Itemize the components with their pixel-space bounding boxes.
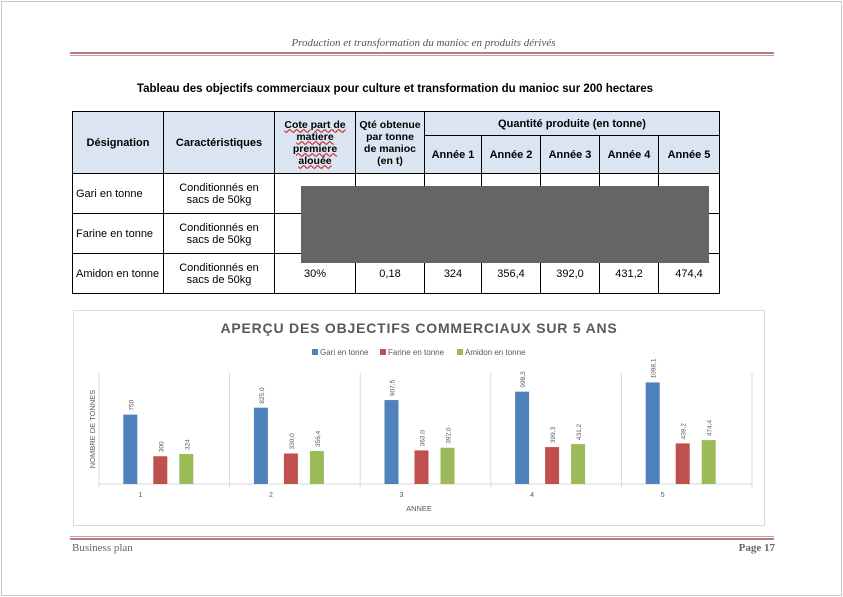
bar-data-label: 324 (184, 439, 191, 450)
redaction-block (301, 186, 709, 263)
row-designation: Gari en tonne (72, 173, 164, 214)
footer-left: Business plan (72, 542, 133, 554)
bar (545, 447, 560, 484)
y-axis-label: NOMBRE DE TONNES (88, 390, 97, 469)
row-designation: Farine en tonne (72, 213, 164, 254)
bar (701, 440, 716, 484)
chart-legend: Gari en tonne Farine en tonne Amidon en to… (312, 348, 526, 357)
bar (440, 447, 455, 484)
header-title: Production et transformation du manioc e… (291, 37, 556, 49)
col-annee-4: Année 4 (599, 135, 659, 174)
chart-container: APERÇU DES OBJECTIFS COMMERCIAUX SUR 5 A… (73, 310, 765, 526)
col-caracteristiques: Caractéristiques (163, 111, 275, 174)
legend-swatch (380, 349, 386, 355)
bar-data-label: 330,0 (289, 433, 296, 450)
col-annee-5: Année 5 (658, 135, 720, 174)
bar-data-label: 825,0 (259, 387, 266, 404)
row-caracteristiques: Conditionnés en sacs de 50kg (163, 173, 275, 214)
legend-swatch (457, 349, 463, 355)
legend-label: Farine en tonne (388, 348, 445, 357)
bar-data-label: 392,0 (446, 427, 453, 444)
bar-chart: APERÇU DES OBJECTIFS COMMERCIAUX SUR 5 A… (88, 320, 753, 513)
col-cote: Cote part de matiere premiere alouée (274, 111, 356, 174)
bar-data-label: 300 (158, 441, 165, 452)
row-caracteristiques: Conditionnés en sacs de 50kg (163, 213, 275, 254)
legend-swatch (312, 349, 318, 355)
row-designation: Amidon en tonne (72, 253, 164, 294)
x-tick-label: 4 (530, 492, 534, 499)
bar-data-label: 363,0 (420, 430, 427, 447)
bar (571, 444, 586, 484)
bar (384, 400, 399, 484)
bar (309, 451, 324, 484)
header-rule (70, 52, 774, 56)
bar-data-label: 431,2 (576, 423, 583, 440)
bar-data-label: 750 (128, 399, 135, 410)
bar (283, 453, 298, 484)
bar-data-label: 474,4 (707, 419, 714, 436)
x-tick-label: 5 (661, 492, 665, 499)
legend-label: Amidon en tonne (465, 348, 526, 357)
bar-data-label: 998,3 (520, 371, 527, 388)
footer-page-number: Page 17 (738, 542, 775, 554)
footer-rule (70, 536, 774, 540)
bar (123, 414, 138, 484)
bar (515, 391, 530, 484)
x-tick-label: 3 (400, 492, 404, 499)
chart-title: APERÇU DES OBJECTIFS COMMERCIAUX SUR 5 A… (220, 320, 617, 336)
bar (414, 450, 429, 484)
legend-label: Gari en tonne (320, 348, 369, 357)
col-qte: Qté obtenue par tonne de manioc (en t) (355, 111, 425, 174)
bar-data-label: 907,5 (390, 379, 397, 396)
col-designation: Désignation (72, 111, 164, 174)
col-annee-2: Année 2 (481, 135, 541, 174)
bar-data-label: 1098,1 (651, 358, 658, 378)
bar (179, 454, 194, 484)
col-quantite-group: Quantité produite (en tonne) (424, 111, 720, 136)
col-annee-1: Année 1 (424, 135, 482, 174)
x-tick-label: 1 (138, 492, 142, 499)
table-title: Tableau des objectifs commerciaux pour c… (136, 83, 654, 95)
x-tick-label: 2 (269, 492, 273, 499)
bar (153, 456, 168, 484)
bar (675, 443, 690, 484)
bar (645, 382, 660, 484)
row-caracteristiques: Conditionnés en sacs de 50kg (163, 253, 275, 294)
col-annee-3: Année 3 (540, 135, 600, 174)
bar-data-label: 356,4 (315, 430, 322, 447)
bar (253, 407, 268, 484)
bar-data-label: 439,2 (681, 423, 688, 440)
bar-data-label: 399,3 (550, 426, 557, 443)
x-axis-label: ANNEE (406, 504, 432, 513)
